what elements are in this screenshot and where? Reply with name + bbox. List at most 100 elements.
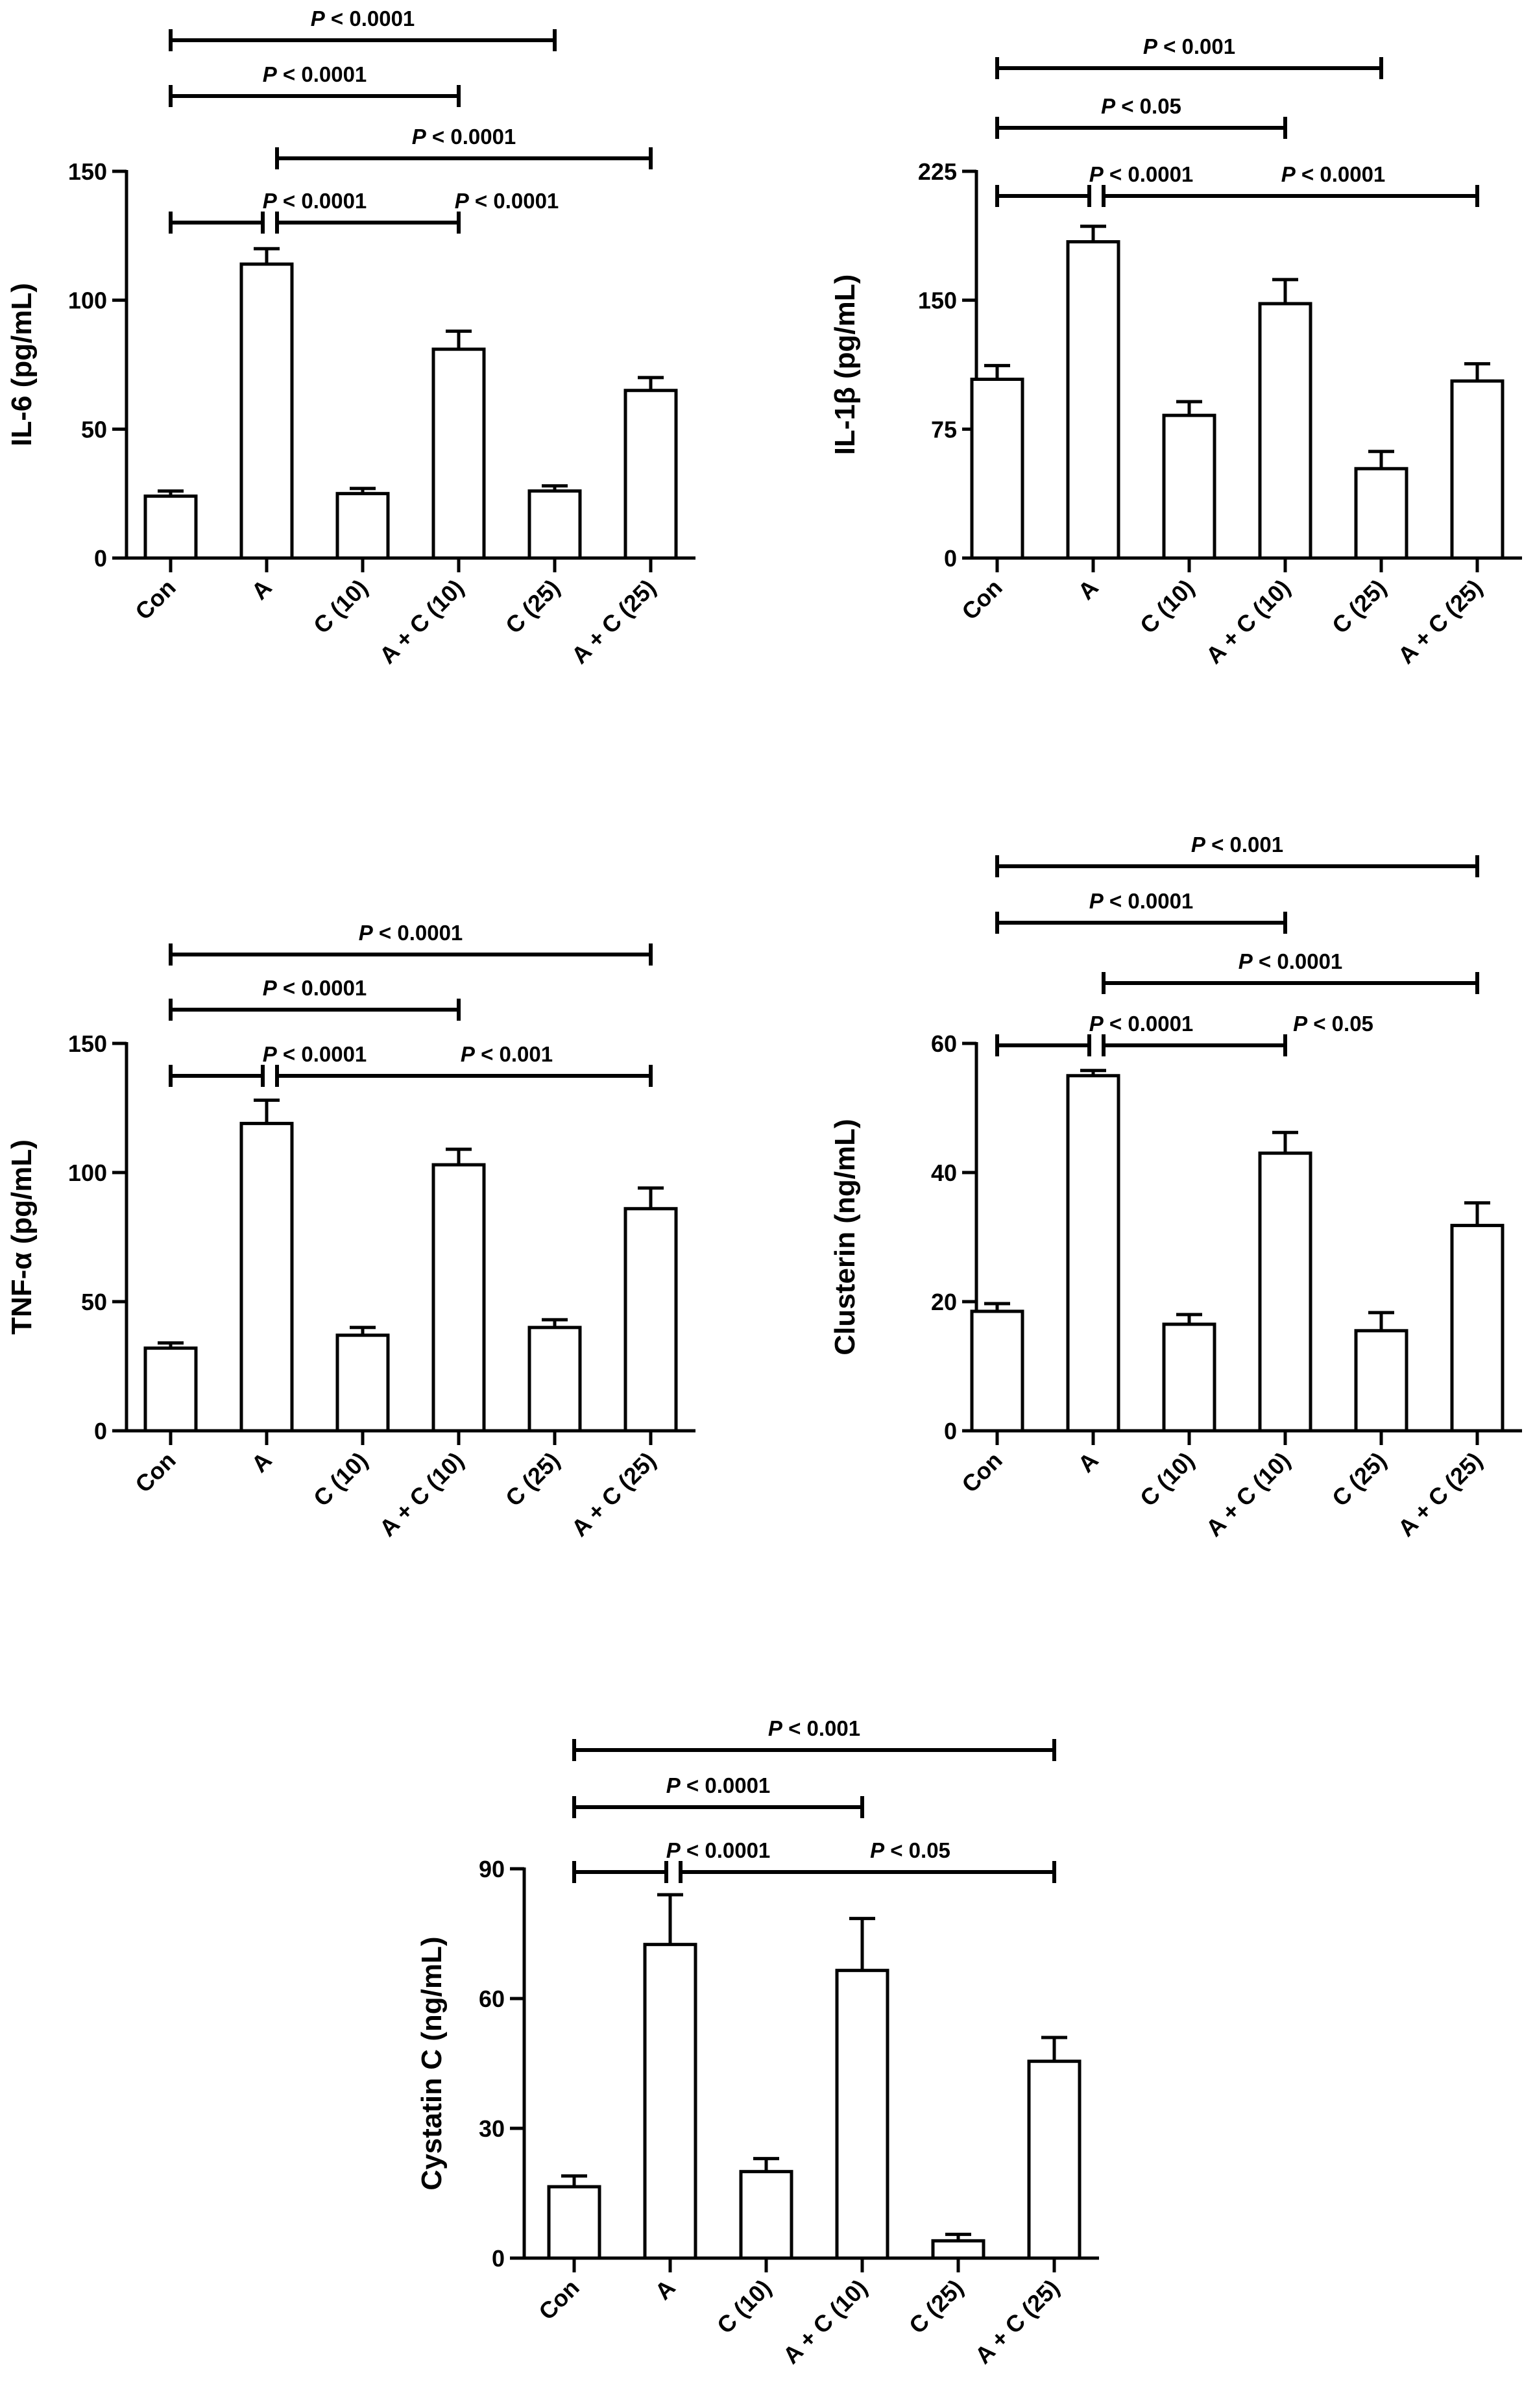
x-tick-label: C (25) — [500, 1447, 565, 1512]
significance-label: P < 0.0001 — [666, 1773, 771, 1797]
y-tick-label: 40 — [931, 1160, 957, 1186]
significance-label: P < 0.0001 — [1281, 162, 1386, 186]
significance-bracket: P < 0.0001 — [572, 1773, 864, 1818]
y-tick-label: 0 — [944, 545, 957, 572]
significance-label: P < 0.05 — [870, 1838, 950, 1862]
x-tick-label: A + C (10) — [1200, 1447, 1295, 1542]
y-tick-label: 0 — [944, 1418, 957, 1444]
bar — [1258, 302, 1312, 560]
bar — [931, 2239, 985, 2260]
x-tick-label: Con — [956, 1447, 1007, 1498]
x-tick-label: A + C (25) — [566, 574, 660, 669]
x-tick-label: A + C (25) — [566, 1447, 660, 1542]
significance-bracket: P < 0.0001 — [169, 921, 653, 966]
significance-bracket: P < 0.0001 — [169, 62, 461, 107]
x-tick-label: A — [649, 2274, 680, 2305]
significance-bracket: P < 0.0001 — [572, 1838, 771, 1883]
significance-label: P < 0.0001 — [666, 1838, 771, 1862]
significance-bracket: P < 0.001 — [995, 34, 1383, 79]
y-tick-label: 90 — [479, 1856, 505, 1882]
bar — [1162, 1322, 1216, 1433]
significance-label: P < 0.0001 — [263, 62, 367, 86]
panel-3: 0 50 100 150 TNF-α (pg/mL) Con A C (10) A + C (1… — [6, 921, 695, 1542]
bar — [970, 1309, 1024, 1433]
x-tick-label: C (25) — [904, 2274, 969, 2339]
x-tick-label: Con — [130, 574, 180, 625]
bar — [335, 492, 390, 560]
bar — [1066, 240, 1120, 560]
significance-label: P < 0.0001 — [1089, 889, 1194, 913]
significance-bracket: P < 0.0001 — [275, 125, 653, 169]
x-tick-label: A + C (25) — [1392, 1447, 1487, 1542]
y-tick-label: 150 — [68, 158, 107, 185]
significance-label: P < 0.001 — [768, 1716, 860, 1740]
significance-bracket: P < 0.0001 — [169, 976, 461, 1021]
y-axis-title: IL-6 (pg/mL) — [6, 283, 38, 446]
bar — [431, 1163, 486, 1433]
x-tick-label: C (10) — [1135, 1447, 1200, 1512]
x-tick-label: Con — [956, 574, 1007, 625]
y-axis-title: Cystatin C (ng/mL) — [416, 1936, 448, 2190]
y-tick-label: 0 — [94, 1418, 107, 1444]
x-tick-label: A — [1072, 1447, 1103, 1478]
x-tick-label: C (10) — [1135, 574, 1200, 639]
y-tick-label: 30 — [479, 2115, 505, 2142]
significance-label: P < 0.0001 — [1239, 949, 1343, 973]
bar — [835, 1969, 889, 2260]
bar — [1354, 467, 1408, 560]
significance-bracket: P < 0.0001 — [995, 162, 1193, 207]
x-tick-label: Con — [533, 2274, 584, 2325]
bar — [527, 489, 582, 560]
y-tick-label: 60 — [479, 1986, 505, 2012]
x-tick-label: C (25) — [1327, 574, 1392, 639]
y-tick-label: 20 — [931, 1289, 957, 1315]
bar — [1258, 1151, 1312, 1433]
x-tick-label: Con — [130, 1447, 180, 1498]
significance-label: P < 0.001 — [461, 1042, 553, 1066]
significance-bracket: P < 0.0001 — [995, 889, 1287, 934]
bar — [143, 1346, 198, 1433]
bar — [335, 1333, 390, 1433]
x-tick-label: A — [246, 1447, 276, 1478]
x-tick-label: A + C (10) — [374, 1447, 468, 1542]
bar — [1162, 413, 1216, 560]
x-tick-label: A — [1072, 574, 1103, 605]
panel-2: 0 75 150 225 IL-1β (pg/mL) Con A C (10) A + C (1… — [829, 34, 1522, 669]
bar — [1066, 1074, 1120, 1433]
significance-label: P < 0.0001 — [1089, 1012, 1194, 1036]
y-tick-label: 75 — [931, 416, 957, 443]
panel-1: 0 50 100 150 IL-6 (pg/mL) Con A C (10) A + C (10… — [6, 6, 695, 669]
bar — [643, 1943, 697, 2260]
significance-bracket: P < 0.05 — [1102, 1012, 1373, 1056]
significance-label: P < 0.05 — [1293, 1012, 1373, 1036]
x-tick-label: C (25) — [1327, 1447, 1392, 1512]
y-axis-title: TNF-α (pg/mL) — [6, 1139, 38, 1335]
bar — [1027, 2060, 1082, 2260]
significance-label: P < 0.0001 — [263, 1042, 367, 1066]
bar — [239, 1121, 294, 1433]
y-tick-label: 225 — [918, 158, 957, 185]
significance-bracket: P < 0.001 — [572, 1716, 1056, 1761]
x-tick-label: A — [246, 574, 276, 605]
bar — [239, 262, 294, 560]
y-tick-label: 150 — [918, 287, 957, 314]
bar — [623, 389, 678, 560]
bar — [547, 2185, 601, 2260]
x-tick-label: C (10) — [308, 1447, 373, 1512]
bar — [623, 1207, 678, 1433]
x-tick-label: A + C (10) — [777, 2274, 872, 2369]
y-tick-label: 0 — [492, 2245, 505, 2272]
bar — [1354, 1329, 1408, 1433]
significance-bracket: P < 0.0001 — [275, 189, 559, 234]
significance-label: P < 0.0001 — [263, 976, 367, 1000]
significance-label: P < 0.001 — [1143, 34, 1235, 58]
y-tick-label: 150 — [68, 1030, 107, 1057]
bar — [143, 494, 198, 560]
y-axis-title: IL-1β (pg/mL) — [829, 274, 861, 456]
significance-bracket: P < 0.0001 — [169, 6, 557, 51]
significance-label: P < 0.001 — [1191, 833, 1283, 857]
significance-bracket: P < 0.001 — [275, 1042, 653, 1087]
bar — [1450, 379, 1505, 560]
